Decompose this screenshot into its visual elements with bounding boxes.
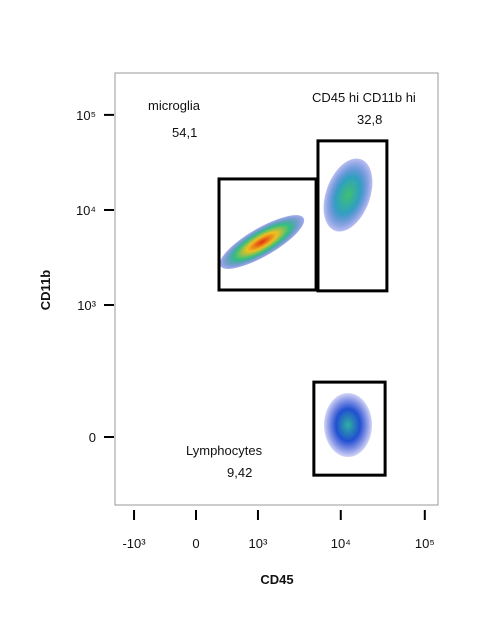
gate-name: CD45 hi CD11b hi: [312, 90, 416, 105]
x-tick-label: 0: [192, 536, 199, 551]
gate: [316, 139, 389, 293]
density-cloud: [323, 158, 373, 232]
x-tick-label: 10³: [249, 536, 268, 551]
density-cloud: [324, 393, 372, 457]
y-tick-label: 10⁵: [76, 108, 96, 123]
gate-name: microglia: [148, 98, 201, 113]
gate-name: Lymphocytes: [186, 443, 263, 458]
gate: [312, 380, 387, 477]
density-cloud: [219, 215, 305, 269]
gate-percent: 9,42: [227, 465, 252, 480]
y-tick-label: 10⁴: [76, 203, 96, 218]
gate-percent: 32,8: [357, 112, 382, 127]
y-tick-label: 0: [89, 430, 96, 445]
gate-percent: 54,1: [172, 125, 197, 140]
x-tick-label: 10⁵: [415, 536, 435, 551]
x-tick-label: 10⁴: [331, 536, 351, 551]
y-tick-label: 10³: [77, 298, 96, 313]
gate: [217, 177, 318, 292]
x-tick-label: -10³: [122, 536, 146, 551]
x-axis-label: CD45: [260, 572, 293, 587]
plot-frame: [114, 72, 439, 506]
y-axis-label: CD11b: [38, 270, 53, 311]
